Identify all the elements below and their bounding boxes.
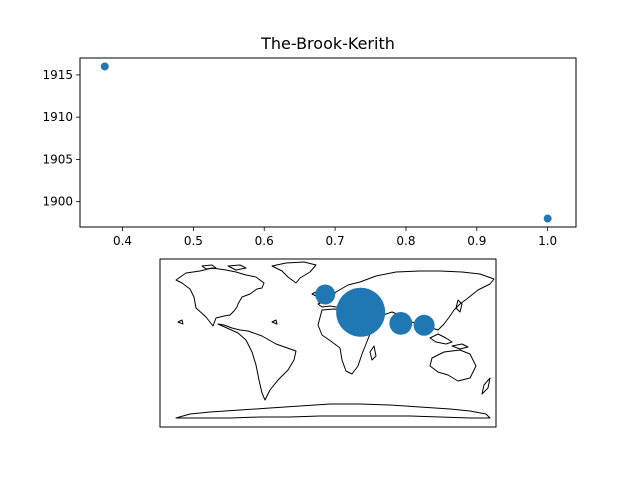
map-bubbles bbox=[315, 284, 435, 337]
y-tick-label: 1905 bbox=[42, 152, 73, 166]
x-tick-label: 0.5 bbox=[184, 234, 203, 248]
scatter-points bbox=[100, 62, 552, 223]
map-bubble bbox=[336, 287, 386, 337]
scatter-axes-frame bbox=[79, 57, 577, 228]
scatter-ticks: 0.4 0.5 0.6 0.7 0.8 0.9 1.0 1900 1905 1910 1915 bbox=[42, 68, 557, 248]
map-frame bbox=[159, 258, 497, 428]
x-tick-label: 0.8 bbox=[396, 234, 415, 248]
map-panel bbox=[159, 258, 497, 428]
x-tick-label: 0.9 bbox=[467, 234, 486, 248]
scatter-point bbox=[100, 62, 109, 71]
scatter-point bbox=[543, 214, 552, 223]
y-tick-label: 1900 bbox=[42, 195, 73, 209]
world-coastlines bbox=[175, 261, 495, 419]
y-tick-label: 1915 bbox=[42, 68, 73, 82]
map-bubble bbox=[315, 284, 336, 305]
x-tick-label: 1.0 bbox=[538, 234, 557, 248]
map-bubble bbox=[389, 311, 413, 335]
x-tick-label: 0.7 bbox=[326, 234, 345, 248]
y-tick-label: 1910 bbox=[42, 110, 73, 124]
chart-title: The-Brook-Kerith bbox=[260, 34, 395, 53]
scatter-panel: The-Brook-Kerith 0.4 0.5 0.6 0.7 0.8 0.9 1.0 19… bbox=[42, 34, 577, 248]
map-bubble bbox=[413, 314, 435, 336]
map-background bbox=[160, 259, 496, 427]
x-tick-label: 0.6 bbox=[255, 234, 274, 248]
x-tick-label: 0.4 bbox=[113, 234, 132, 248]
